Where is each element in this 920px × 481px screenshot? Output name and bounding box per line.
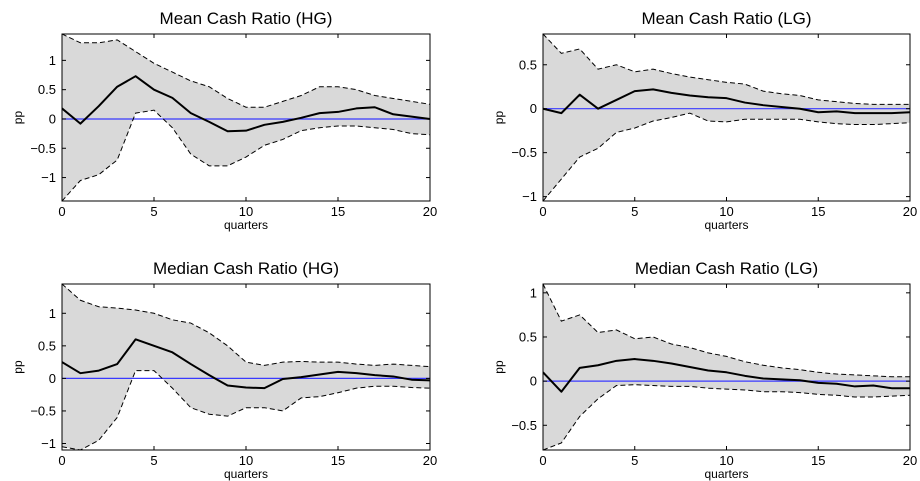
x-tick-label: 15 [331, 453, 345, 468]
y-tick-label: −0.5 [511, 145, 537, 160]
x-tick-label: 20 [423, 453, 437, 468]
y-axis-label: pp [492, 111, 506, 125]
x-axis-label: quarters [224, 218, 268, 232]
x-axis-label: quarters [224, 467, 268, 481]
y-tick-label: −0.5 [511, 418, 537, 433]
estimate-line [543, 358, 910, 393]
x-axis-label: quarters [704, 467, 748, 481]
plot-area [543, 34, 910, 201]
y-tick-label: 0.5 [38, 338, 56, 353]
y-axis-label: pp [492, 360, 506, 374]
x-tick-label: 20 [903, 204, 917, 219]
panel-mean-cash-ratio-hg: 0 5 10 15 20 −1 −0.5 0 0.5 1 Mean Cash Ratio (HG) q… [11, 9, 437, 232]
x-tick-label: 5 [150, 453, 157, 468]
y-tick-label: 1 [530, 285, 537, 300]
y-tick-label: −0.5 [30, 141, 56, 156]
x-tick-label: 10 [719, 453, 733, 468]
y-tick-label: −1 [522, 189, 537, 204]
x-tick-label: 10 [239, 453, 253, 468]
plot-area [62, 284, 430, 450]
upper-bound-line [62, 284, 430, 368]
upper-bound-line [543, 34, 910, 105]
confidence-band [543, 284, 910, 450]
chart-title: Mean Cash Ratio (HG) [160, 9, 333, 28]
x-tick-label: 0 [539, 204, 546, 219]
y-axis-label: pp [11, 111, 25, 125]
x-tick-label: 20 [423, 204, 437, 219]
y-tick-label: 0 [49, 371, 56, 386]
confidence-band [543, 34, 910, 201]
x-axis-label: quarters [704, 218, 748, 232]
y-tick-label: 0.5 [519, 329, 537, 344]
x-tick-label: 0 [58, 453, 65, 468]
upper-bound-line [62, 34, 430, 108]
y-tick-label: −1 [41, 170, 56, 185]
chart-title: Mean Cash Ratio (LG) [641, 9, 811, 28]
y-tick-label: 1 [49, 306, 56, 321]
x-tick-label: 5 [150, 204, 157, 219]
x-tick-label: 5 [631, 453, 638, 468]
x-tick-label: 15 [811, 453, 825, 468]
y-tick-label: 0 [49, 111, 56, 126]
panel-median-cash-ratio-hg: 0 5 10 15 20 −1 −0.5 0 0.5 1 Median Cash Ratio (HG… [11, 259, 437, 481]
y-tick-label: 1 [49, 53, 56, 68]
panel-median-cash-ratio-lg: 0 5 10 15 20 −0.5 0 0.5 1 Median Cash Ratio (LG) q… [492, 259, 917, 481]
chart-title: Median Cash Ratio (HG) [153, 259, 339, 278]
x-tick-label: 10 [239, 204, 253, 219]
lower-bound-line [543, 112, 910, 201]
y-axis-label: pp [11, 360, 25, 374]
y-tick-label: −1 [41, 436, 56, 451]
lower-bound-line [62, 109, 430, 201]
plot-area [543, 284, 910, 450]
y-tick-label: 0.5 [38, 82, 56, 97]
estimate-line [62, 338, 430, 390]
panel-mean-cash-ratio-lg: 0 5 10 15 20 −1 −0.5 0 0.5 Mean Cash Ratio (LG) qu… [492, 9, 917, 232]
x-tick-label: 20 [903, 453, 917, 468]
upper-bound-line [543, 284, 910, 378]
confidence-band [62, 34, 430, 201]
x-tick-label: 15 [811, 204, 825, 219]
lower-bound-line [62, 370, 430, 450]
y-tick-label: 0 [530, 374, 537, 389]
x-tick-label: 0 [539, 453, 546, 468]
x-tick-label: 10 [719, 204, 733, 219]
y-tick-label: 0.5 [519, 57, 537, 72]
plot-area [62, 34, 430, 201]
lower-bound-line [543, 384, 910, 450]
estimate-line [543, 88, 910, 115]
x-tick-label: 15 [331, 204, 345, 219]
x-tick-label: 0 [58, 204, 65, 219]
y-tick-label: −0.5 [30, 403, 56, 418]
chart-title: Median Cash Ratio (LG) [635, 259, 818, 278]
confidence-band [62, 284, 430, 450]
y-tick-label: 0 [530, 101, 537, 116]
x-tick-label: 5 [631, 204, 638, 219]
estimate-line [62, 75, 430, 133]
